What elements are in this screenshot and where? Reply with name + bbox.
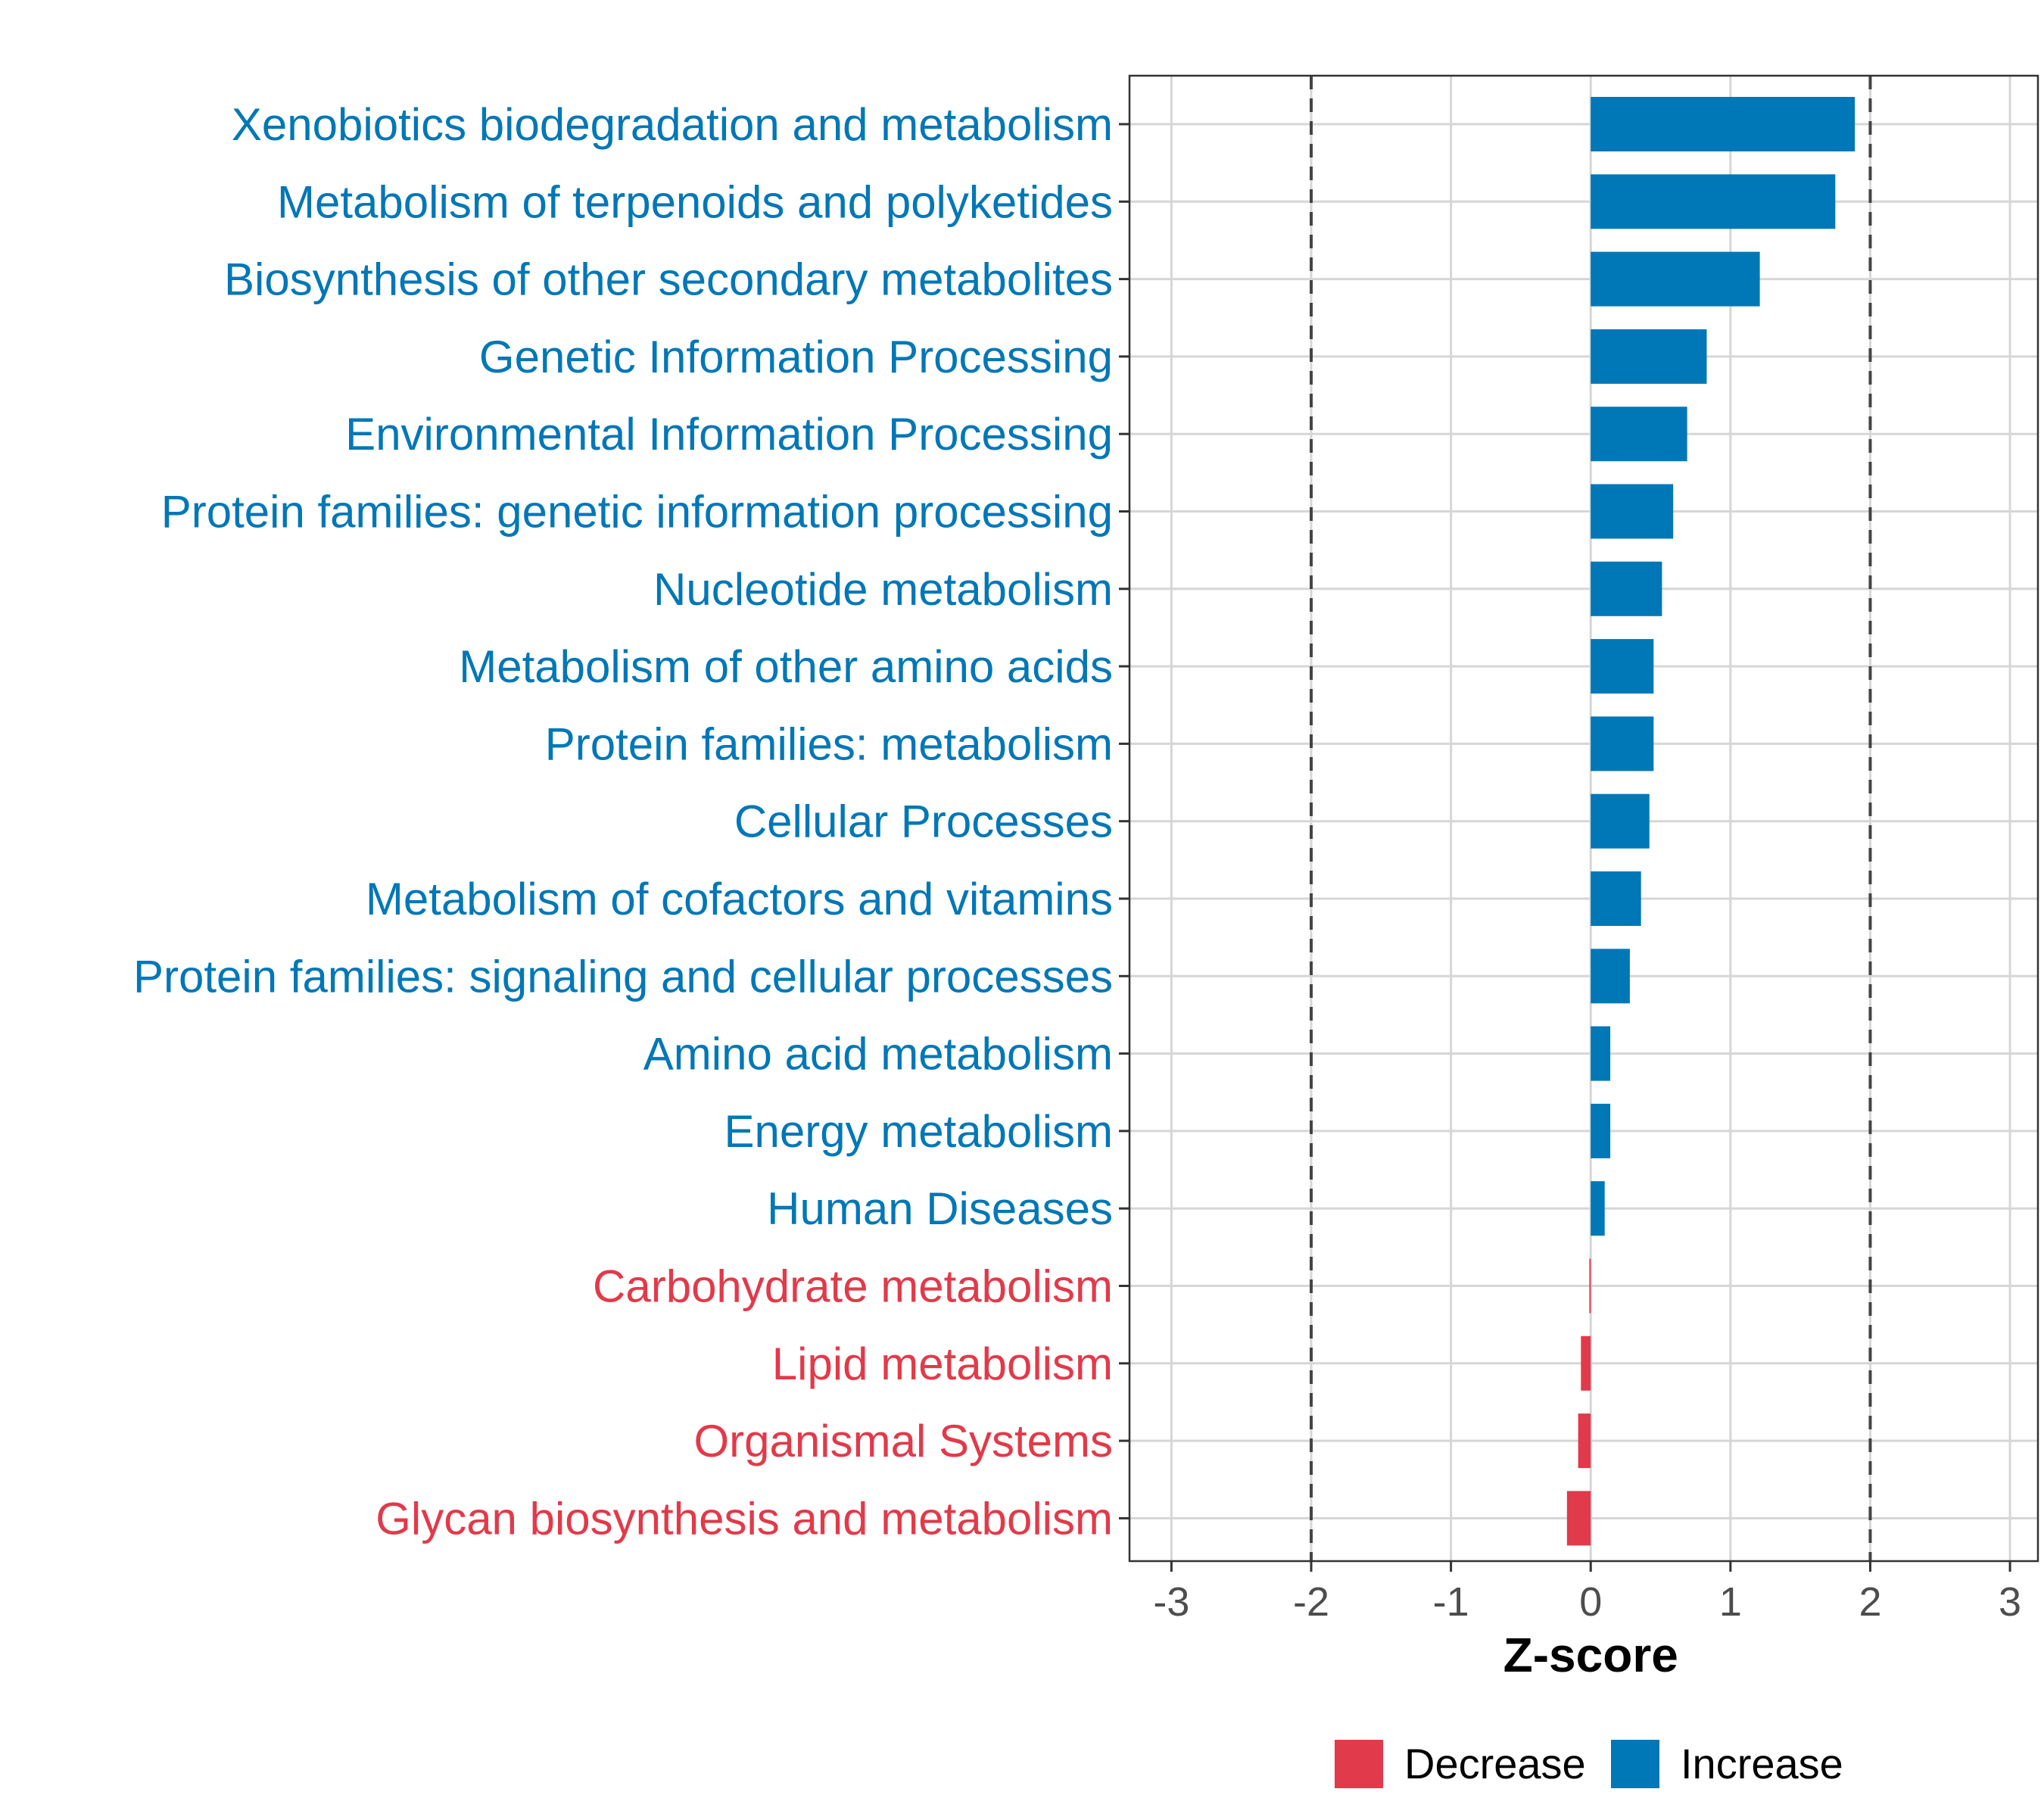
bar	[1566, 1491, 1591, 1546]
category-label: Protein families: signaling and cellular…	[133, 951, 1113, 1002]
category-label: Glycan biosynthesis and metabolism	[375, 1493, 1113, 1544]
legend-swatch	[1611, 1740, 1659, 1788]
legend-swatch	[1335, 1740, 1383, 1788]
category-label: Environmental Information Processing	[345, 409, 1113, 460]
legend-label: Increase	[1681, 1740, 1843, 1787]
category-label: Metabolism of cofactors and vitamins	[366, 874, 1113, 924]
bar	[1591, 716, 1654, 771]
bars	[1566, 97, 1855, 1546]
x-axis-title: Z-score	[1503, 1628, 1678, 1682]
bar	[1591, 97, 1855, 151]
bar	[1591, 329, 1707, 384]
category-label: Lipid metabolism	[772, 1339, 1113, 1389]
x-tick-label: -1	[1433, 1579, 1469, 1625]
category-label: Cellular Processes	[734, 796, 1113, 847]
bar	[1578, 1413, 1591, 1469]
bar	[1591, 793, 1650, 849]
category-label: Protein families: metabolism	[545, 718, 1113, 769]
bar	[1589, 1258, 1591, 1314]
x-axis-ticks: -3 -2 -1 0 1 2 3	[1153, 1561, 2021, 1625]
legend: Decrease Increase	[1335, 1740, 1843, 1788]
category-label: Carbohydrate metabolism	[593, 1261, 1113, 1312]
bar	[1591, 484, 1674, 539]
category-label: Nucleotide metabolism	[653, 564, 1113, 615]
bar	[1591, 949, 1630, 1004]
category-label: Organismal Systems	[694, 1416, 1113, 1466]
y-axis-ticks: Xenobiotics biodegradation and metabolis…	[133, 99, 1129, 1544]
x-tick-label: 3	[1999, 1579, 2021, 1625]
x-tick-label: 1	[1719, 1579, 1742, 1625]
category-label: Energy metabolism	[724, 1106, 1113, 1157]
bar	[1591, 251, 1760, 307]
category-label: Biosynthesis of other secondary metaboli…	[224, 254, 1113, 305]
bar	[1591, 561, 1662, 616]
category-label: Metabolism of terpenoids and polyketides	[277, 176, 1113, 227]
x-tick-label: -3	[1153, 1579, 1189, 1625]
bar	[1591, 1103, 1611, 1158]
reference-lines	[1310, 76, 1872, 1561]
legend-label: Decrease	[1404, 1740, 1586, 1787]
panel-border	[1128, 74, 2039, 1563]
category-label: Metabolism of other amino acids	[459, 641, 1113, 692]
category-label: Protein families: genetic information pr…	[161, 487, 1113, 538]
category-label: Genetic Information Processing	[479, 332, 1113, 382]
bar	[1581, 1335, 1591, 1391]
bar	[1591, 1181, 1605, 1236]
x-tick-label: 2	[1859, 1579, 1881, 1625]
bar	[1591, 407, 1687, 462]
bar	[1591, 174, 1836, 229]
category-label: Human Diseases	[767, 1183, 1113, 1234]
x-tick-label: -2	[1293, 1579, 1329, 1625]
bar	[1591, 1026, 1611, 1081]
bar	[1591, 639, 1654, 694]
x-tick-label: 0	[1579, 1579, 1602, 1625]
grid-lines	[1129, 76, 2038, 1561]
category-label: Amino acid metabolism	[643, 1029, 1113, 1080]
category-label: Xenobiotics biodegradation and metabolis…	[232, 99, 1113, 150]
bar	[1591, 871, 1641, 926]
